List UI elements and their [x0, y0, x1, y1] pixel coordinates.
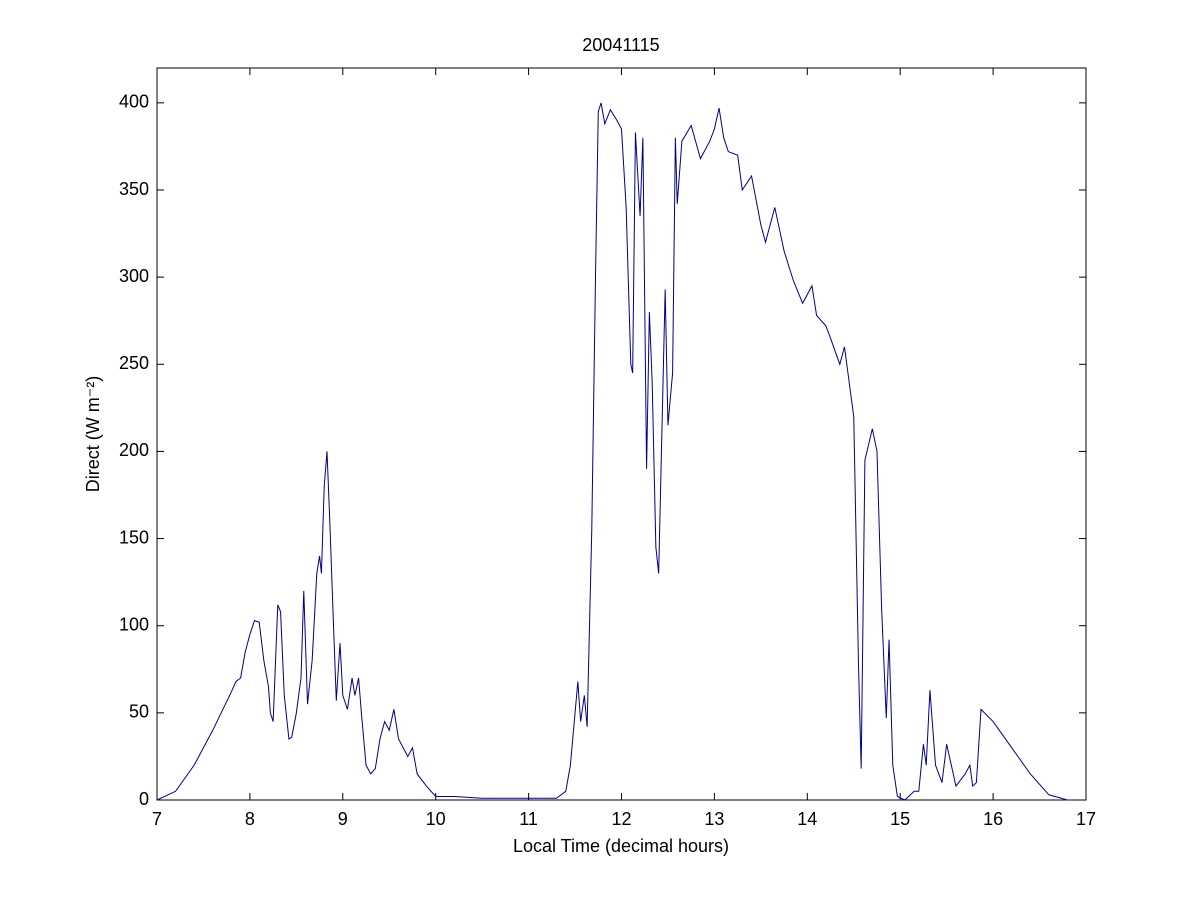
x-tick-label: 15 [890, 809, 910, 829]
x-tick-label: 17 [1076, 809, 1096, 829]
data-line [156, 102, 1073, 801]
y-tick-label: 150 [119, 527, 149, 547]
y-tick-label: 50 [129, 702, 149, 722]
x-tick-label: 8 [245, 809, 255, 829]
y-tick-label: 0 [139, 789, 149, 809]
y-tick-label: 100 [119, 614, 149, 634]
x-tick-label: 7 [152, 809, 162, 829]
y-tick-label: 300 [119, 266, 149, 286]
x-tick-label: 16 [983, 809, 1003, 829]
x-tick-label: 9 [338, 809, 348, 829]
x-tick-label: 14 [797, 809, 817, 829]
y-axis-label: Direct (W m⁻²) [83, 376, 103, 492]
y-tick-label: 250 [119, 353, 149, 373]
x-axis-label: Local Time (decimal hours) [513, 836, 729, 856]
y-tick-label: 400 [119, 92, 149, 112]
x-tick-label: 11 [519, 809, 538, 829]
chart-title: 20041115 [582, 35, 659, 55]
x-tick-label: 12 [611, 809, 631, 829]
plot-frame [156, 67, 1087, 801]
x-tick-label: 13 [704, 809, 724, 829]
x-tick-label: 10 [426, 809, 446, 829]
y-tick-label: 200 [119, 440, 149, 460]
y-tick-label: 350 [119, 179, 149, 199]
